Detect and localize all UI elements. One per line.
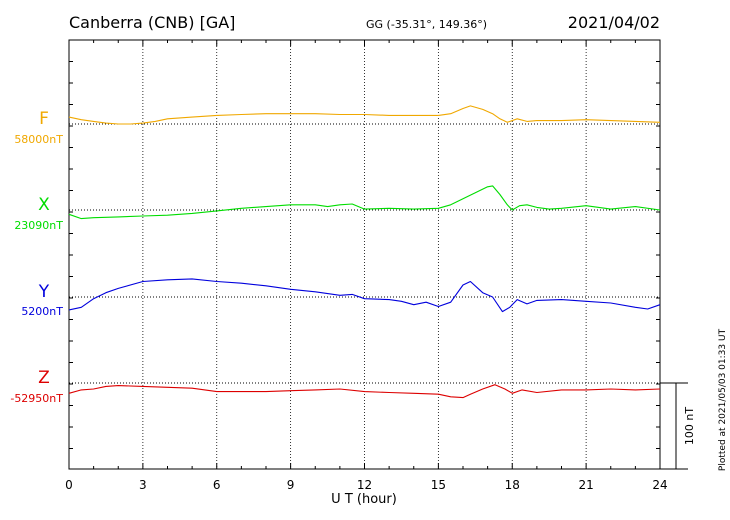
x-tick-label: 12	[357, 478, 372, 492]
series-name-x: X	[38, 195, 50, 215]
x-tick-label: 9	[287, 478, 295, 492]
baseline-value-z: -52950nT	[10, 392, 63, 405]
x-tick-label: 15	[431, 478, 446, 492]
series-name-f: F	[39, 109, 49, 129]
x-tick-label: 6	[213, 478, 221, 492]
x-axis-label: U T (hour)	[331, 492, 397, 507]
scale-bar-label: 100 nT	[683, 407, 696, 445]
series-name-y: Y	[38, 282, 50, 302]
frame-ticks	[68, 40, 661, 469]
baseline-value-y: 5200nT	[21, 305, 63, 318]
x-tick-label: 21	[578, 478, 593, 492]
x-tick-label: 0	[65, 478, 73, 492]
series-line-z	[68, 384, 661, 399]
plot-frame	[68, 39, 661, 470]
baseline-value-f: 58000nT	[14, 133, 63, 146]
series-line-x	[68, 185, 661, 220]
baseline-lines	[69, 123, 660, 384]
series-labels: F 58000nT X 23090nT Y 5200nT Z -52950nT	[10, 109, 63, 405]
series-line-f	[68, 105, 661, 125]
series-line-y	[68, 278, 661, 313]
x-tick-label: 24	[652, 478, 667, 492]
grid-lines	[142, 40, 587, 469]
baseline-value-x: 23090nT	[14, 219, 63, 232]
x-tick-label: 18	[505, 478, 520, 492]
plotted-timestamp: Plotted at 2021/05/03 01:33 UT	[718, 328, 728, 471]
series-name-z: Z	[38, 368, 50, 388]
series-group	[68, 105, 661, 399]
x-tick-label: 3	[139, 478, 147, 492]
scale-bar: 100 nT	[660, 382, 696, 470]
x-tick-labels: 0 3 6 9 12 15 18 21 24	[65, 478, 667, 492]
coordinates-label: GG (-35.31°, 149.36°)	[366, 18, 487, 31]
date-label: 2021/04/02	[568, 13, 660, 32]
station-title: Canberra (CNB) [GA]	[69, 13, 235, 32]
